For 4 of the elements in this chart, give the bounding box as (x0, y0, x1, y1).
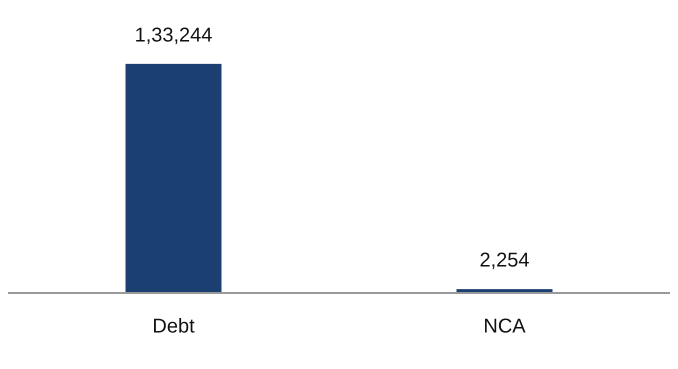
data-label: 2,254 (479, 250, 530, 272)
x-tick-label: Debt (152, 316, 196, 338)
data-label: 1,33,244 (134, 24, 212, 46)
x-tick-label: NCA (483, 316, 526, 338)
